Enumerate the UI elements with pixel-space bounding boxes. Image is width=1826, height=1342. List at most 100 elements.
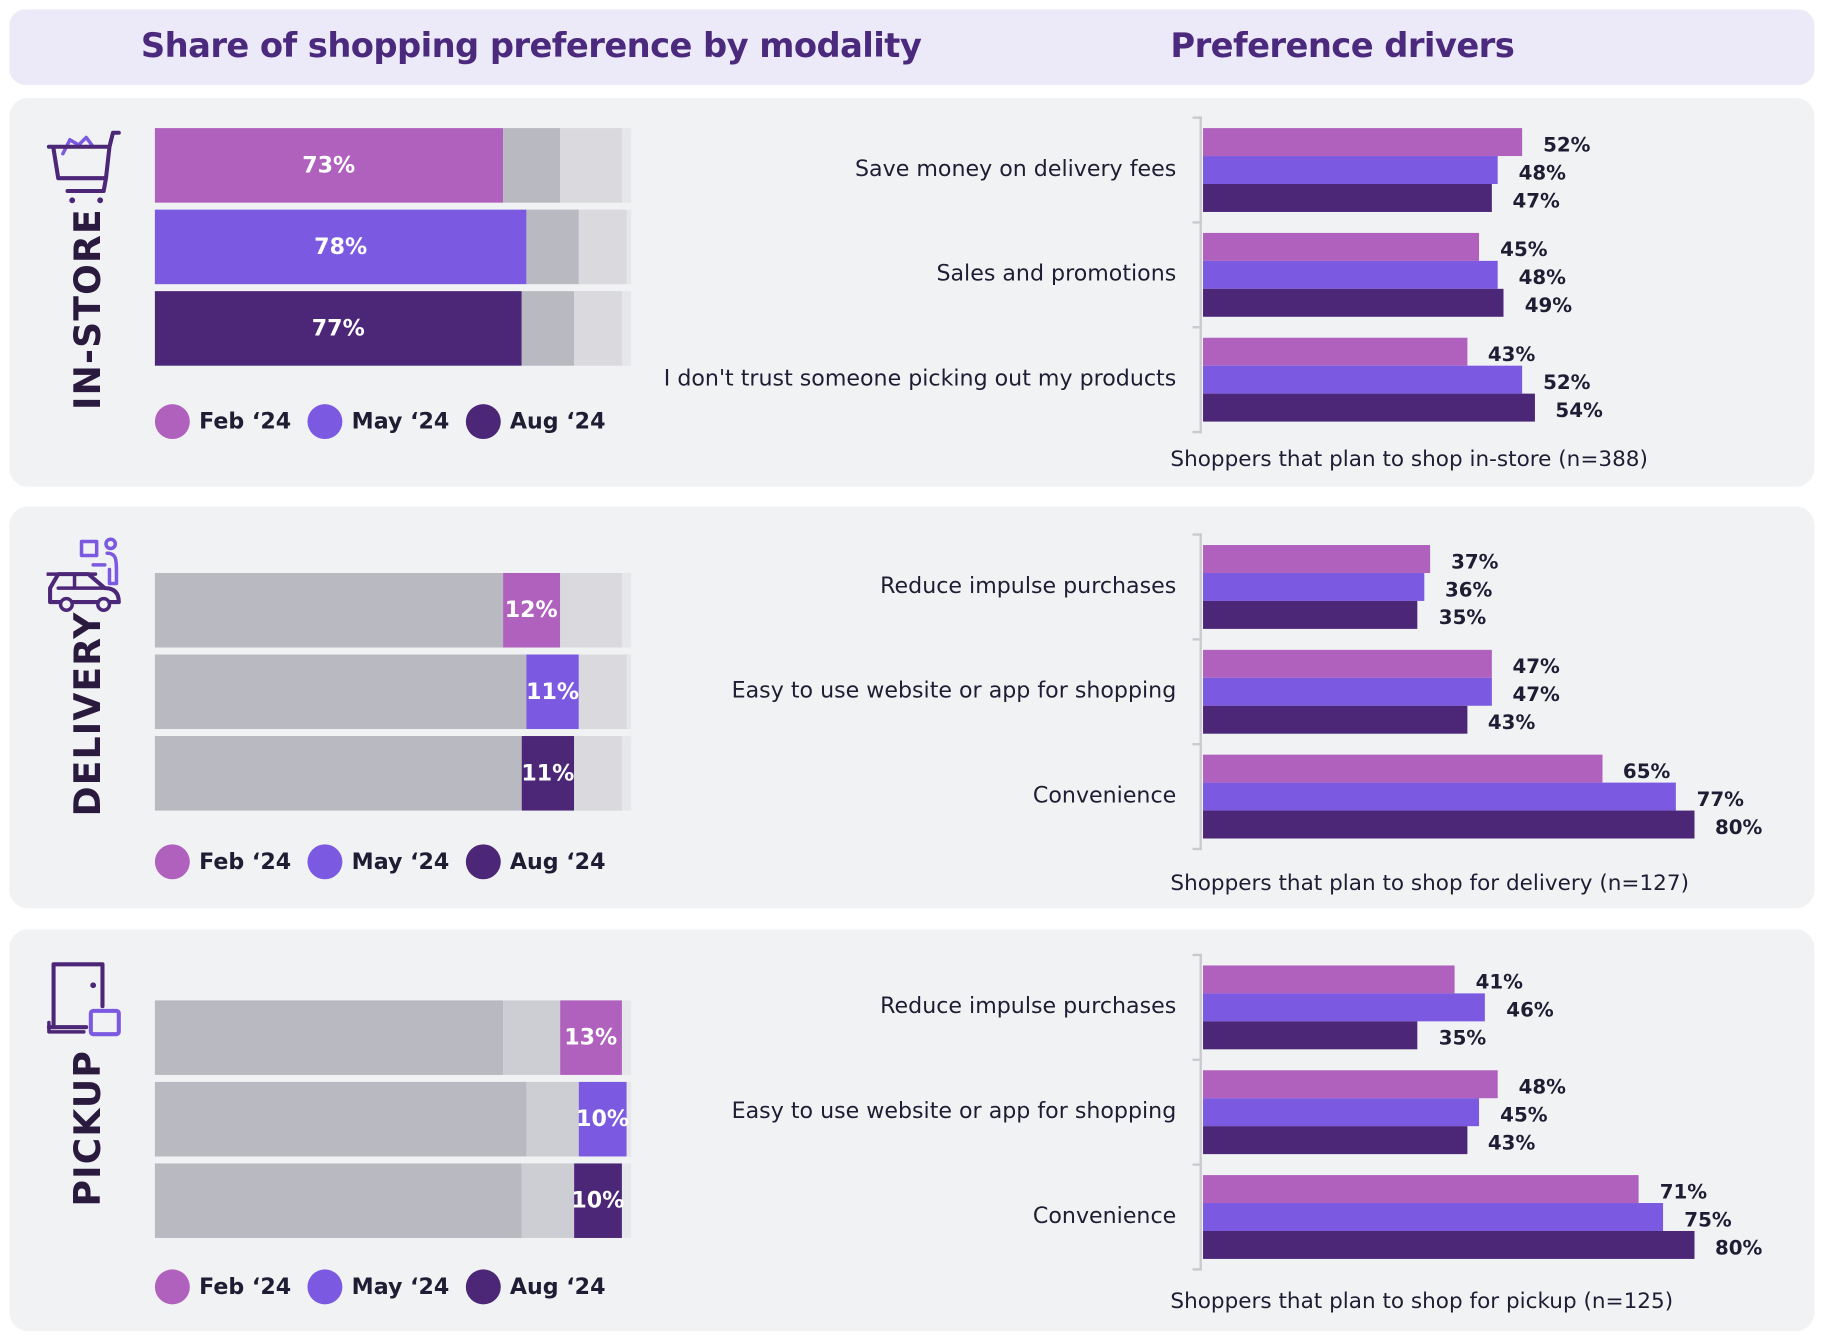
driver-value-label: 71%: [1659, 1180, 1708, 1205]
share-segment-in-store: [154, 1000, 503, 1075]
driver-bar: [1203, 1126, 1467, 1155]
legend-swatch: [465, 844, 501, 880]
left-title: Share of shopping preference by modality: [140, 25, 922, 66]
legend-label: Feb ‘24: [199, 408, 292, 435]
legend-item: Feb ‘24: [154, 844, 291, 880]
driver-value-label: 46%: [1506, 999, 1554, 1023]
axis-line: [1199, 533, 1202, 851]
share-value-label: 77%: [311, 315, 365, 342]
legend-item: Feb ‘24: [154, 1269, 292, 1305]
driver-value-label: 75%: [1684, 1208, 1732, 1233]
legend-label: May ‘24: [351, 408, 450, 435]
driver-category-label: I don't trust someone picking out my pro…: [663, 365, 1177, 392]
driver-bar: [1203, 128, 1523, 157]
driver-category-label: Easy to use website or app for shopping: [731, 1098, 1177, 1124]
share-segment-in-store: 78%: [154, 209, 527, 285]
axis-tick: [1192, 533, 1202, 536]
share-value-label: 12%: [504, 597, 558, 624]
share-segment-pickup: [574, 736, 622, 811]
driver-bar: [1203, 1070, 1498, 1099]
axis-tick: [1192, 221, 1202, 224]
share-segment-pickup: 10%: [571, 1163, 625, 1238]
right-title: Preference drivers: [1170, 25, 1515, 66]
driver-category-label: Save money on delivery fees: [854, 156, 1177, 182]
driver-bar: [1203, 965, 1455, 994]
share-segment-in-store: [154, 736, 522, 811]
share-segment-pickup: [578, 654, 627, 730]
driver-bar: [1203, 677, 1492, 706]
legend-label: Aug ‘24: [509, 1274, 606, 1300]
driver-value-label: 43%: [1487, 711, 1536, 735]
panel-label: IN-STORE: [67, 208, 110, 410]
driver-value-label: 52%: [1543, 133, 1591, 158]
driver-value-label: 36%: [1444, 578, 1493, 603]
axis-tick: [1192, 326, 1202, 329]
driver-value-label: 35%: [1438, 1027, 1487, 1051]
share-value-label: 11%: [521, 760, 575, 787]
legend-item: May ‘24: [307, 1269, 449, 1305]
driver-labels: Save money on delivery fees Sales and pro…: [0, 0, 1176, 391]
axis-tick: [1192, 847, 1202, 851]
legend-swatch: [154, 844, 190, 880]
driver-bar: [1203, 365, 1523, 394]
share-value-label: 10%: [571, 1187, 625, 1214]
driver-bar: [1203, 1021, 1418, 1050]
driver-bar: [1203, 649, 1492, 678]
legend: Feb ‘24 May ‘24 Aug ‘24: [154, 404, 622, 440]
share-segment-in-store: [154, 654, 527, 730]
driver-value-label: 52%: [1543, 371, 1591, 395]
legend-item: Aug ‘24: [465, 1269, 606, 1305]
driver-bar: [1203, 993, 1486, 1022]
driver-value-label: 45%: [1500, 1104, 1548, 1128]
driver-bar: [1203, 260, 1498, 289]
share-segment-delivery: [526, 1081, 579, 1157]
share-segment-pickup: [578, 209, 627, 285]
driver-value-label: 48%: [1518, 266, 1566, 290]
share-segment-delivery: [521, 291, 575, 366]
legend-label: May ‘24: [351, 848, 450, 875]
axis-tick: [1192, 953, 1202, 957]
driver-value-label: 49%: [1524, 294, 1573, 318]
driver-value-label: 54%: [1555, 399, 1603, 423]
driver-bar: [1203, 810, 1695, 839]
driver-labels: Reduce impulse purchases Easy to use webs…: [0, 0, 1177, 808]
share-segment-pickup: [574, 291, 622, 366]
driver-bar: [1203, 600, 1418, 629]
driver-value-label: 35%: [1438, 606, 1487, 631]
driver-bar: [1203, 545, 1431, 573]
share-value-label: 13%: [564, 1024, 618, 1051]
header-bar: Share of shopping preference by modality…: [9, 9, 1815, 86]
driver-value-label: 48%: [1518, 1076, 1566, 1100]
legend-swatch: [465, 1269, 501, 1305]
axis-tick: [1192, 743, 1202, 746]
panel-label: PICKUP: [67, 1050, 110, 1207]
share-value-label: 78%: [314, 234, 368, 260]
legend-item: Feb ‘24: [154, 404, 292, 440]
driver-bar: [1203, 184, 1492, 212]
share-segment-delivery: 12%: [502, 572, 560, 648]
driver-bar: [1203, 705, 1467, 734]
legend-label: Feb ‘24: [199, 1274, 292, 1300]
legend-item: May ‘24: [307, 844, 450, 880]
driver-labels: Reduce impulse purchases Easy to use webs…: [0, 0, 1177, 1228]
panel-label: DELIVERY: [67, 611, 110, 817]
share-segment-in-store: [154, 1163, 522, 1238]
share-segment-delivery: [502, 128, 560, 203]
legend-item: May ‘24: [307, 404, 450, 440]
driver-category-label: Convenience: [1032, 782, 1177, 809]
driver-category-label: Sales and promotions: [936, 260, 1177, 287]
driver-category-label: Reduce impulse purchases: [880, 572, 1177, 599]
share-value-label: 73%: [302, 152, 356, 179]
pickup-locker-icon: [46, 960, 129, 1046]
shopping-cart-icon: [46, 128, 129, 214]
legend-swatch: [154, 404, 190, 440]
sample-note: Shoppers that plan to shop for pickup (n…: [1170, 1289, 1674, 1314]
driver-bar: [1203, 1098, 1480, 1127]
axis-tick: [1192, 1058, 1202, 1061]
sample-note: Shoppers that plan to shop for delivery …: [1170, 871, 1689, 896]
share-value-label: 10%: [576, 1106, 630, 1132]
driver-bar: [1203, 572, 1424, 601]
driver-value-label: 37%: [1451, 550, 1499, 575]
axis-tick: [1192, 116, 1202, 119]
driver-value-label: 80%: [1714, 1236, 1763, 1261]
